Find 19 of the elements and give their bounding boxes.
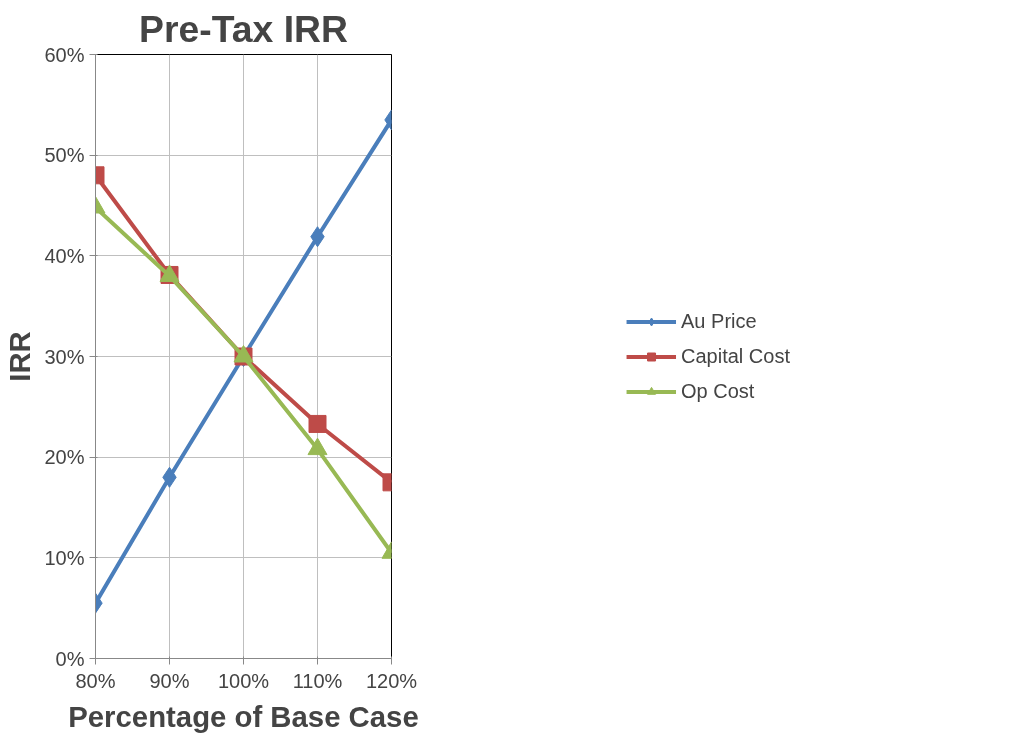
point <box>308 414 327 433</box>
x-tick-label: 90% <box>149 669 190 692</box>
x-axis-title: Percentage of Base Case <box>68 699 419 733</box>
y-axis-title: IRR <box>3 331 37 382</box>
y-tick-label: 40% <box>44 244 85 267</box>
legend-label: Op Cost <box>681 379 755 403</box>
x-tick-label: 100% <box>217 669 270 692</box>
legend-label: Au Price <box>681 309 757 333</box>
y-tick-label: 30% <box>44 345 85 368</box>
chart-title: Pre-Tax IRR <box>139 7 348 50</box>
y-tick-label: 0% <box>55 647 85 670</box>
legend-label: Capital Cost <box>681 344 790 368</box>
y-tick-label: 20% <box>44 446 85 469</box>
x-tick-label: 120% <box>365 669 418 692</box>
x-tick-label: 110% <box>292 669 343 692</box>
y-tick-label: 50% <box>44 144 85 167</box>
y-tick-label: 60% <box>44 43 85 66</box>
x-tick-label: 80% <box>75 669 116 692</box>
y-tick-label: 10% <box>44 546 85 569</box>
